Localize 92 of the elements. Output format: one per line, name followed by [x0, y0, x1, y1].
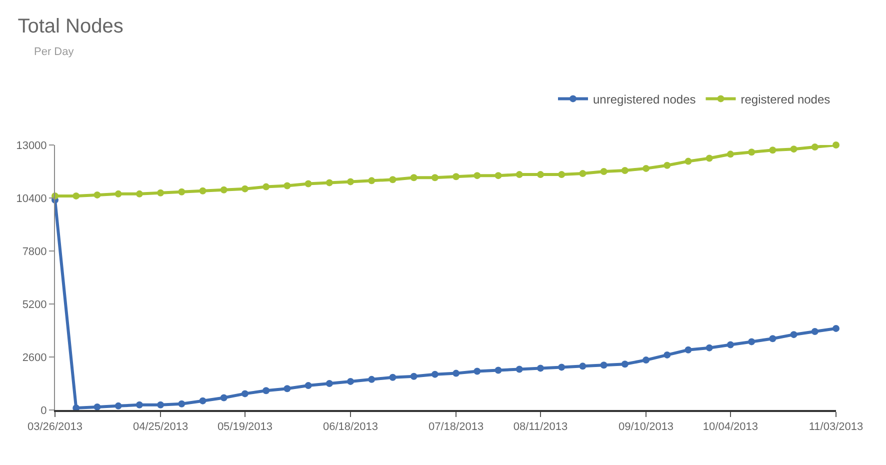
y-tick-label: 0	[40, 404, 47, 417]
point	[304, 180, 312, 188]
point	[706, 344, 713, 352]
point	[326, 179, 333, 186]
point	[262, 387, 270, 394]
chart-subtitle: Per Day	[34, 46, 74, 58]
point	[431, 370, 438, 378]
point	[452, 173, 460, 180]
point	[832, 324, 840, 332]
point	[389, 176, 396, 184]
x-tick-label: 07/18/2013	[428, 421, 484, 434]
point	[347, 178, 354, 186]
point	[452, 370, 460, 377]
point	[368, 376, 376, 383]
point	[304, 382, 312, 390]
point	[642, 164, 650, 172]
point	[558, 171, 566, 178]
point	[178, 188, 186, 196]
point	[474, 172, 481, 180]
point	[157, 401, 164, 408]
point	[114, 190, 122, 198]
point	[494, 172, 502, 180]
point	[284, 182, 291, 190]
point	[811, 328, 818, 336]
point	[579, 170, 586, 178]
point	[262, 183, 270, 190]
point	[347, 378, 354, 385]
point	[684, 158, 692, 165]
point	[220, 186, 228, 194]
point	[579, 362, 586, 370]
point	[621, 166, 628, 174]
point	[410, 174, 418, 182]
point	[474, 368, 481, 375]
point	[94, 191, 101, 198]
point	[558, 364, 566, 371]
x-tick-label: 11/03/2013	[808, 421, 864, 434]
point	[431, 174, 438, 182]
point	[664, 351, 671, 358]
y-tick-label: 7800	[22, 246, 47, 258]
point	[748, 148, 756, 156]
point	[726, 150, 734, 158]
point	[536, 171, 544, 178]
point	[157, 189, 164, 196]
point	[241, 390, 248, 398]
point	[94, 403, 101, 410]
x-tick-label: 10/04/2013	[702, 421, 758, 434]
point	[199, 187, 206, 194]
point	[326, 380, 333, 387]
point	[748, 338, 756, 346]
x-tick-label: 03/26/2013	[27, 421, 83, 434]
point	[516, 366, 523, 373]
point	[410, 372, 418, 380]
point	[621, 360, 628, 368]
x-tick-label: 06/18/2013	[322, 421, 378, 434]
point	[600, 362, 608, 369]
point	[136, 401, 143, 408]
y-tick-label: 10400	[16, 192, 47, 205]
point	[199, 397, 206, 404]
point	[600, 168, 608, 175]
point	[72, 192, 80, 200]
point	[790, 331, 798, 338]
x-tick-label: 05/19/2013	[217, 421, 272, 434]
point	[536, 364, 544, 372]
legend-label: registered nodes	[740, 92, 830, 106]
point	[114, 402, 122, 410]
point	[516, 171, 523, 178]
point	[769, 146, 776, 154]
point	[241, 185, 248, 192]
point	[664, 162, 671, 169]
point	[220, 394, 228, 402]
point	[136, 190, 143, 198]
point	[790, 146, 798, 153]
point	[706, 154, 713, 162]
point	[284, 385, 291, 392]
point	[684, 346, 692, 354]
point	[178, 400, 186, 408]
point	[811, 144, 818, 151]
point	[832, 142, 840, 148]
y-tick-label: 13000	[16, 140, 47, 152]
chart-title: Total Nodes	[18, 16, 124, 38]
point	[494, 366, 502, 374]
point	[642, 356, 650, 364]
point	[726, 341, 734, 348]
y-tick-label: 5200	[22, 298, 47, 311]
point	[389, 374, 396, 381]
x-tick-label: 08/11/2013	[513, 421, 568, 434]
point	[769, 335, 776, 342]
legend-label: unregistered nodes	[593, 92, 696, 106]
x-tick-label: 09/10/2013	[618, 421, 674, 434]
point	[368, 177, 376, 184]
x-tick-label: 04/25/2013	[133, 421, 188, 434]
y-tick-label: 2600	[22, 352, 47, 364]
